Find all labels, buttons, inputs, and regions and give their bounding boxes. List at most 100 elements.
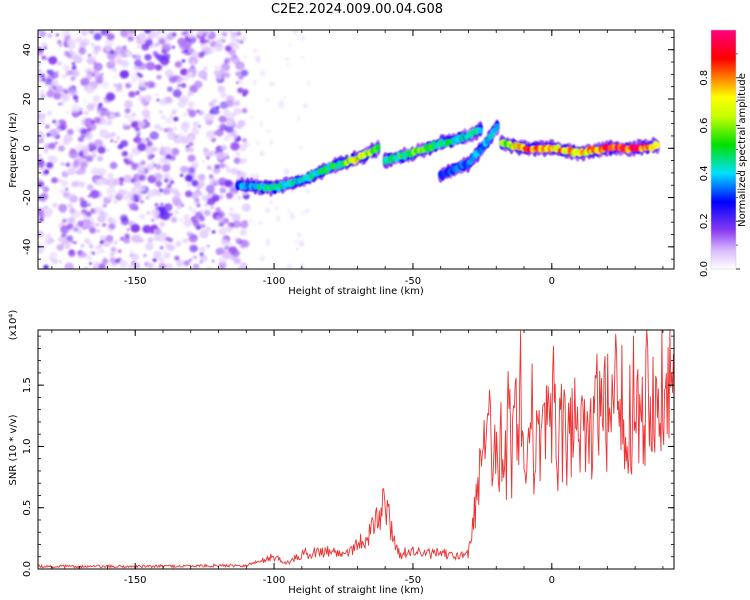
noise-speck: [110, 246, 117, 253]
noise-speck: [164, 117, 173, 124]
noise-speck: [153, 229, 158, 233]
noise-speck: [90, 31, 94, 34]
noise-speck: [68, 87, 78, 96]
noise-speck: [72, 94, 79, 100]
noise-speck: [163, 128, 169, 133]
noise-speck: [185, 190, 193, 198]
noise-speck: [160, 114, 166, 120]
noise-speck: [141, 109, 151, 118]
noise-speck: [187, 183, 191, 187]
noise-speck: [128, 91, 136, 98]
noise-speck: [55, 33, 59, 37]
noise-speck: [155, 180, 163, 187]
noise-speck: [123, 237, 131, 244]
noise-speck: [123, 195, 128, 201]
noise-speck: [248, 219, 254, 223]
noise-speck: [299, 243, 304, 247]
noise-speck: [78, 47, 87, 55]
noise-speck: [260, 120, 263, 129]
snr-y-axis-label: SNR (10 * v/v): [8, 414, 19, 485]
noise-speck: [83, 151, 89, 157]
noise-speck: [124, 108, 131, 114]
noise-speck: [83, 238, 91, 245]
trace-pixel: [375, 144, 381, 152]
noise-speck: [79, 161, 88, 169]
noise-speck: [219, 187, 227, 194]
noise-speck: [175, 241, 182, 247]
noise-speck: [49, 256, 53, 261]
noise-speck: [182, 40, 192, 49]
noise-speck: [71, 240, 75, 244]
noise-speck: [135, 35, 139, 39]
noise-speck: [188, 141, 194, 147]
noise-speck: [307, 80, 310, 87]
noise-speck: [166, 32, 175, 41]
noise-speck: [117, 189, 126, 198]
noise-speck: [136, 165, 145, 174]
noise-speck: [112, 219, 118, 225]
noise-speck: [61, 218, 67, 224]
noise-speck: [202, 160, 205, 163]
spectrogram-x-axis-label: Height of straight line (km): [288, 286, 424, 297]
noise-speck: [208, 174, 214, 179]
y-tick-label: 1.0: [22, 438, 33, 454]
noise-speck: [188, 56, 198, 65]
noise-speck: [253, 79, 257, 85]
noise-speck: [235, 151, 241, 157]
noise-speck: [83, 266, 89, 269]
noise-speck: [198, 70, 208, 79]
noise-speck: [45, 124, 50, 129]
noise-speck: [163, 250, 168, 254]
noise-speck: [228, 246, 238, 255]
noise-speck: [38, 46, 44, 56]
noise-speck: [169, 114, 174, 118]
noise-speck: [52, 119, 57, 124]
noise-speck: [194, 255, 197, 259]
noise-speck: [192, 220, 200, 227]
noise-speck: [180, 68, 188, 76]
noise-speck: [157, 192, 162, 197]
noise-speck: [128, 81, 132, 85]
noise-speck: [138, 79, 148, 89]
noise-speck: [51, 258, 58, 264]
noise-speck: [153, 32, 159, 37]
y-tick-label: 0.0: [22, 561, 33, 577]
noise-speck: [214, 151, 218, 155]
noise-speck: [147, 237, 154, 243]
noise-speck: [172, 74, 179, 81]
noise-speck: [209, 115, 212, 119]
noise-speck: [121, 60, 130, 68]
noise-speck: [145, 137, 150, 142]
noise-speck: [85, 211, 92, 217]
noise-speck: [60, 225, 70, 234]
noise-speck: [214, 65, 220, 70]
noise-speck: [92, 101, 98, 107]
noise-speck: [188, 258, 192, 262]
noise-speck: [106, 187, 116, 196]
noise-speck: [233, 107, 242, 115]
noise-speck: [77, 136, 85, 143]
noise-speck: [85, 155, 94, 162]
noise-speck: [215, 215, 221, 220]
noise-speck: [225, 155, 230, 160]
noise-speck: [295, 247, 299, 251]
noise-speck: [120, 214, 128, 222]
noise-speck: [196, 203, 201, 208]
noise-speck: [270, 138, 273, 146]
noise-speck: [46, 161, 54, 169]
noise-speck: [174, 255, 180, 261]
noise-speck: [134, 136, 142, 144]
spectrogram-noise-region: [38, 30, 310, 269]
noise-speck: [154, 123, 161, 130]
noise-speck: [42, 186, 50, 193]
noise-speck: [276, 215, 281, 222]
noise-speck: [151, 218, 155, 222]
noise-speck: [44, 75, 47, 79]
noise-speck: [217, 75, 223, 81]
noise-speck: [109, 49, 115, 55]
noise-speck: [217, 247, 226, 255]
noise-speck: [194, 198, 200, 203]
noise-speck: [71, 62, 76, 66]
noise-speck: [188, 206, 192, 210]
noise-speck: [289, 190, 296, 193]
